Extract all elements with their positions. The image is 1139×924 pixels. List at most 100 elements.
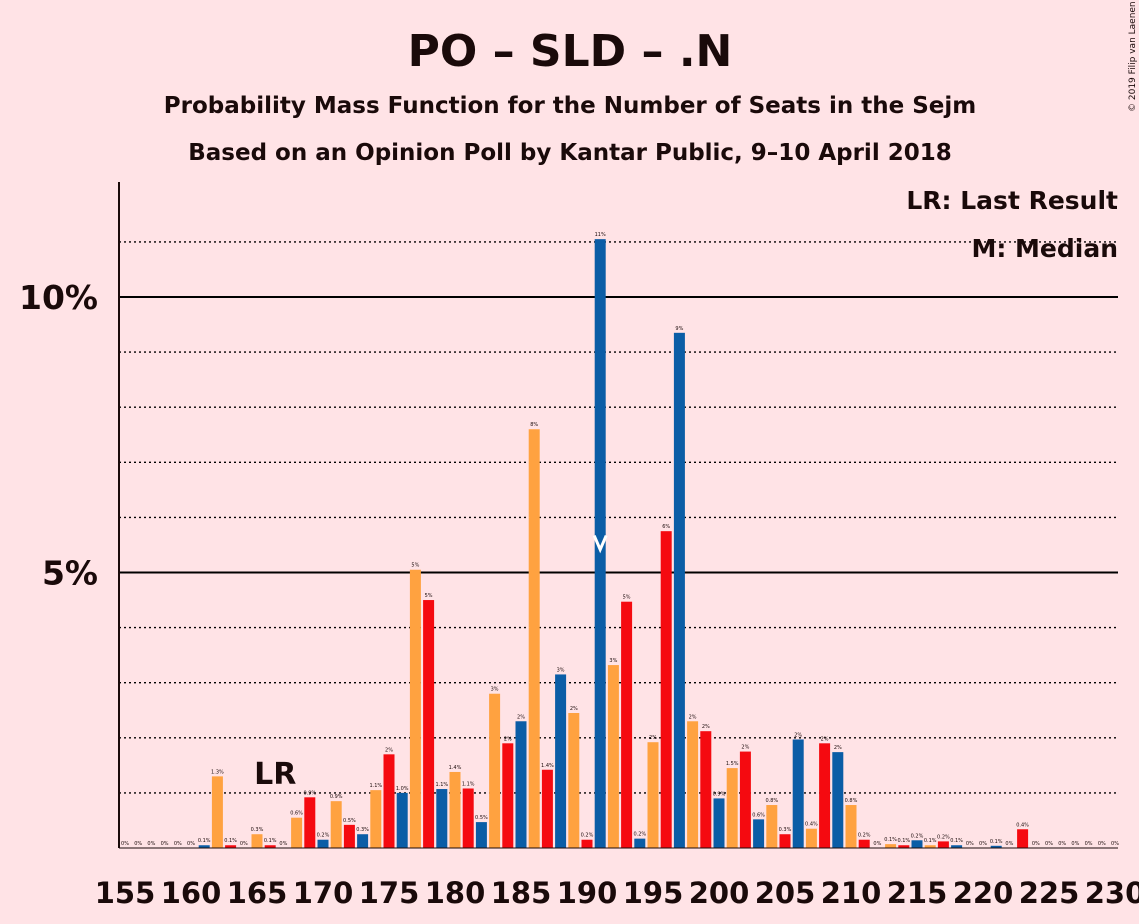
bar-seat-165 <box>251 834 263 848</box>
bar-value-label: 0.1% <box>990 839 1003 845</box>
bar-value-label: 0.3% <box>779 827 792 833</box>
bar-seat-199 <box>700 731 712 848</box>
bar-value-label: 3% <box>609 658 617 664</box>
bar-value-label: 2% <box>517 714 525 720</box>
bar-value-label: 5% <box>623 595 631 601</box>
bar-value-label: 0% <box>1058 841 1066 847</box>
bar-value-label: 0.1% <box>884 837 897 843</box>
bar-seat-200 <box>713 798 725 848</box>
x-tick-label: 210 <box>821 876 882 910</box>
bar-value-label: 0.9% <box>330 794 343 800</box>
bar-seat-169 <box>304 797 316 848</box>
bar-seat-191 <box>594 239 606 848</box>
bar-value-label: 0.2% <box>911 833 924 839</box>
bar-value-label: 0.4% <box>1016 822 1029 828</box>
bar-value-label: 0% <box>1098 841 1106 847</box>
x-tick-label: 185 <box>491 876 552 910</box>
bar-value-label: 2% <box>689 714 697 720</box>
bar-value-label: 1.1% <box>369 783 382 789</box>
bar-labels-group: 0% 0% 0% 0% 0% 0% 0.1%1.3%0.1% 0%0.3%0.1% 0%0.6%… <box>121 232 1119 847</box>
bar-seat-196 <box>660 531 672 848</box>
bar-seat-171 <box>330 801 342 848</box>
chart-subtitle: Probability Mass Function for the Number… <box>164 93 976 119</box>
bar-value-label: 0% <box>240 841 248 847</box>
bar-value-label: 3% <box>557 667 565 673</box>
bar-value-label: 1.3% <box>211 769 224 775</box>
bar-seat-223 <box>1017 829 1029 848</box>
bar-value-label: 1.4% <box>449 765 462 771</box>
bar-value-label: 0% <box>1045 841 1053 847</box>
copyright-notice: © 2019 Filip van Laenen <box>1128 1 1138 112</box>
bar-value-label: 2% <box>649 735 657 741</box>
x-tick-label: 195 <box>623 876 684 910</box>
bar-value-label: 0.1% <box>224 838 237 844</box>
y-tick-label: 5% <box>42 554 98 593</box>
bar-value-label: 0.2% <box>858 833 871 839</box>
last-result-marker: LR <box>254 757 296 792</box>
bar-seat-207 <box>805 828 817 848</box>
bar-seat-216 <box>924 845 936 848</box>
bar-seat-192 <box>607 665 619 848</box>
bar-seat-186 <box>528 429 540 848</box>
bar-value-label: 0.2% <box>581 833 594 839</box>
bar-value-label: 8% <box>530 422 538 428</box>
bar-value-label: 2% <box>741 745 749 751</box>
bar-value-label: 0% <box>966 841 974 847</box>
bar-value-label: 0% <box>1032 841 1040 847</box>
bar-value-label: 0.5% <box>343 818 356 824</box>
bar-value-label: 0.4% <box>805 822 818 828</box>
bar-value-label: 0.1% <box>950 838 963 844</box>
bar-value-label: 0.1% <box>897 838 910 844</box>
x-tick-label: 230 <box>1085 876 1139 910</box>
bar-value-label: 2% <box>821 736 829 742</box>
bar-value-label: 11% <box>595 232 606 238</box>
bar-value-label: 0.2% <box>633 832 646 838</box>
bar-seat-213 <box>885 844 897 848</box>
bar-value-label: 0.6% <box>752 812 765 818</box>
bar-value-label: 9% <box>675 326 683 332</box>
x-tick-label: 160 <box>161 876 222 910</box>
x-tick-label: 190 <box>557 876 618 910</box>
bar-seat-203 <box>753 819 765 848</box>
bar-seat-162 <box>211 776 223 848</box>
x-tick-label: 220 <box>953 876 1014 910</box>
bar-value-label: 0% <box>147 841 155 847</box>
bar-value-label: 2% <box>794 732 802 738</box>
bar-value-label: 0.9% <box>713 791 726 797</box>
bar-value-label: 0.3% <box>251 827 264 833</box>
y-tick-label: 10% <box>19 278 98 317</box>
bar-value-label: 1.1% <box>462 781 475 787</box>
bar-seat-206 <box>792 739 804 848</box>
legend-last-result: LR: Last Result <box>906 186 1118 215</box>
x-tick-label: 155 <box>95 876 156 910</box>
bar-seat-183 <box>489 693 501 848</box>
bar-seat-175 <box>383 754 395 848</box>
bar-seat-187 <box>541 769 553 848</box>
x-tick-label: 225 <box>1019 876 1080 910</box>
bar-value-label: 0% <box>873 841 881 847</box>
bar-seat-195 <box>647 742 659 848</box>
x-tick-label: 170 <box>293 876 354 910</box>
bar-seat-168 <box>291 817 303 848</box>
chart-title: PO – SLD – .N <box>408 26 733 77</box>
bar-seat-188 <box>555 674 567 848</box>
bar-value-label: 0.1% <box>264 838 277 844</box>
median-marker <box>592 534 608 554</box>
bar-seat-180 <box>449 771 461 848</box>
x-tick-label: 215 <box>887 876 948 910</box>
bar-value-label: 1.1% <box>435 782 448 788</box>
y-axis-ticks: 5% 10% <box>19 278 98 593</box>
bar-seat-194 <box>634 838 646 848</box>
bar-seat-173 <box>357 834 369 848</box>
bar-value-label: 0% <box>187 841 195 847</box>
bar-value-label: 0.5% <box>475 815 488 821</box>
bar-value-label: 0.8% <box>845 798 858 804</box>
bar-value-label: 1.0% <box>396 786 409 792</box>
gridlines <box>119 241 1118 794</box>
bar-seat-190 <box>581 839 593 848</box>
bar-value-label: 2% <box>385 747 393 753</box>
x-tick-label: 165 <box>227 876 288 910</box>
bar-value-label: 0.1% <box>198 838 211 844</box>
bar-seat-172 <box>343 824 355 848</box>
legend-median: M: Median <box>971 234 1118 263</box>
